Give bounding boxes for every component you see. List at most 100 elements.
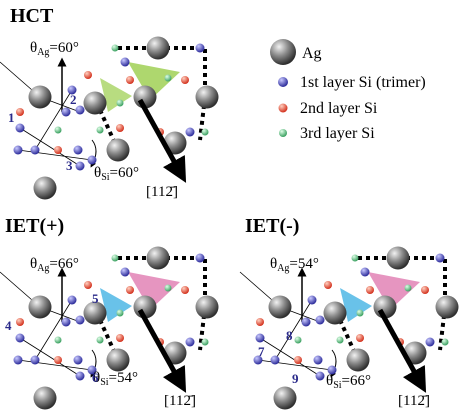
site-label: 5 xyxy=(92,291,99,306)
legend-label: 3rd layer Si xyxy=(300,125,375,142)
theta-symbol: θ xyxy=(94,165,101,181)
theta-subscript: Ag xyxy=(37,47,49,58)
theta-value: =54° xyxy=(289,256,318,272)
ag-atom xyxy=(269,296,292,319)
si1-atom xyxy=(361,268,370,277)
ag-atom xyxy=(107,349,130,372)
si1-atom xyxy=(14,146,23,155)
si1-atom xyxy=(121,268,130,277)
legend-si3-symbol xyxy=(279,129,287,137)
si1-atom xyxy=(314,356,323,365)
theta-value: =60° xyxy=(49,40,78,56)
si1-atom xyxy=(316,372,325,381)
si3-atom xyxy=(55,337,62,344)
site-label: 4 xyxy=(5,318,12,333)
site-label: 3 xyxy=(66,158,73,173)
ag-atom xyxy=(107,139,130,162)
theta-subscript: Ag xyxy=(277,263,289,274)
si3-atom xyxy=(405,285,412,292)
si3-atom xyxy=(97,127,104,134)
theta-symbol: θ xyxy=(30,40,37,56)
si1-atom xyxy=(316,316,325,325)
si1-atom xyxy=(426,338,435,347)
si1-atom xyxy=(74,146,83,155)
site-label: 8 xyxy=(286,328,293,343)
si2-atom xyxy=(294,356,302,364)
theta-subscript: Si xyxy=(101,172,110,183)
si1-atom xyxy=(256,334,265,343)
site-label: 7 xyxy=(258,344,265,359)
si1-atom xyxy=(16,124,25,133)
theta-subscript: Si xyxy=(333,380,342,391)
si1-atom xyxy=(76,372,85,381)
si1-atom xyxy=(31,356,40,365)
si3-atom xyxy=(112,45,119,52)
site-label: 6 xyxy=(92,370,99,385)
si3-atom xyxy=(165,285,172,292)
theta-si-label: θSi=60° xyxy=(94,165,139,183)
si1-atom xyxy=(14,356,23,365)
si2-atom xyxy=(54,356,62,364)
si1-atom xyxy=(62,318,71,327)
si2-atom xyxy=(366,286,374,294)
si3-atom xyxy=(202,339,209,346)
si2-atom xyxy=(181,76,189,84)
si2-atom xyxy=(84,281,92,289)
ag-atom xyxy=(196,296,219,319)
theta-ag-label: θAg=54° xyxy=(270,256,319,274)
theta-symbol: θ xyxy=(30,256,37,272)
direction-label: [112̄] xyxy=(398,393,430,409)
ag-atom xyxy=(29,296,52,319)
ag-atom xyxy=(29,86,52,109)
panel-title: IET(+) xyxy=(5,215,64,237)
si3-atom xyxy=(55,127,62,134)
theta-ag-label: θAg=66° xyxy=(30,256,79,274)
si2-atom xyxy=(116,334,124,342)
legend-label: Ag xyxy=(302,45,322,62)
panel: IET(+)θAg=66°θSi=54°456[112̄] xyxy=(0,215,219,410)
panel-title: IET(-) xyxy=(245,215,299,237)
si1-atom xyxy=(74,356,83,365)
si3-atom xyxy=(352,255,359,262)
si1-atom xyxy=(76,162,85,171)
ag-atom xyxy=(324,302,347,325)
si1-atom xyxy=(31,146,40,155)
si1-atom xyxy=(186,128,195,137)
direction-label: [112̄] xyxy=(146,184,178,200)
ag-atom xyxy=(147,37,170,60)
ag-atom xyxy=(84,92,107,115)
panel: IET(-)θAg=54°θSi=66°789[112̄] xyxy=(240,215,459,410)
si1-atom xyxy=(76,106,85,115)
si1-atom xyxy=(121,58,130,67)
si2-atom xyxy=(84,71,92,79)
legend-si2-symbol xyxy=(279,104,288,113)
ag-atom xyxy=(274,387,297,410)
si2-atom xyxy=(116,124,124,132)
theta-symbol: θ xyxy=(270,256,277,272)
si2-atom xyxy=(356,334,364,342)
si2-atom xyxy=(54,146,62,154)
si3-atom xyxy=(442,339,449,346)
si1-atom xyxy=(88,156,97,165)
si1-atom xyxy=(76,316,85,325)
si3-atom xyxy=(337,337,344,344)
si1-atom xyxy=(186,338,195,347)
ag-atom xyxy=(347,349,370,372)
theta-subscript: Ag xyxy=(37,263,49,274)
theta-value: =66° xyxy=(49,256,78,272)
si2-atom xyxy=(181,286,189,294)
panel-title: HCT xyxy=(10,5,54,27)
si1-atom xyxy=(302,318,311,327)
si3-atom xyxy=(97,337,104,344)
si3-atom xyxy=(112,255,119,262)
si3-atom xyxy=(202,129,209,136)
ag-atom xyxy=(436,296,459,319)
direction-label: [112̄] xyxy=(164,393,196,409)
si2-atom xyxy=(324,281,332,289)
legend-label: 1st layer Si (trimer) xyxy=(300,74,426,91)
si3-atom xyxy=(295,337,302,344)
theta-value: =66° xyxy=(342,373,371,389)
ag-atom xyxy=(147,247,170,270)
theta-subscript: Si xyxy=(100,377,109,388)
